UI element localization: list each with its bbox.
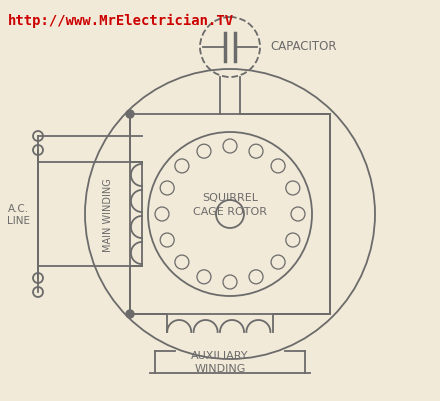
Circle shape xyxy=(126,111,134,119)
Text: AUXILIARY
WINDING: AUXILIARY WINDING xyxy=(191,350,249,373)
Text: SQUIRREL
CAGE ROTOR: SQUIRREL CAGE ROTOR xyxy=(193,192,267,217)
Text: http://www.MrElectrician.TV: http://www.MrElectrician.TV xyxy=(8,14,234,28)
Text: MAIN WINDING: MAIN WINDING xyxy=(103,178,113,251)
Text: A.C.
LINE: A.C. LINE xyxy=(7,204,30,225)
Text: CAPACITOR: CAPACITOR xyxy=(270,39,337,53)
Bar xyxy=(130,115,330,314)
Circle shape xyxy=(126,310,134,318)
